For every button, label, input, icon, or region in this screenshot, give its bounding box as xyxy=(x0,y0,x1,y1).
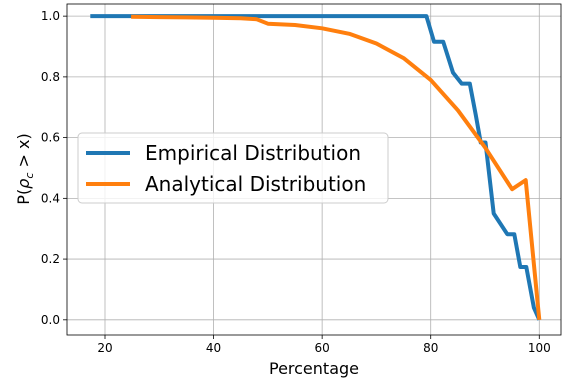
y-tick-label: 0.8 xyxy=(41,70,60,84)
x-tick-label: 40 xyxy=(206,341,221,355)
ticks: 20 40 60 80 100 0.0 0.2 0.4 0.6 0.8 1.0 xyxy=(41,9,551,355)
y-tick-label: 1.0 xyxy=(41,9,60,23)
y-axis-label: P(ρc > x) xyxy=(14,133,36,204)
y-tick-label: 0.0 xyxy=(41,313,60,327)
legend-label-analytical: Analytical Distribution xyxy=(145,172,366,196)
plot-frame xyxy=(66,3,562,336)
x-tick-label: 100 xyxy=(528,341,551,355)
legend-box xyxy=(77,132,389,204)
y-tick-label: 0.2 xyxy=(41,252,60,266)
x-axis-label: Percentage xyxy=(269,359,359,378)
series-layer xyxy=(90,14,542,321)
y-tick-label: 0.6 xyxy=(41,131,60,145)
x-tick-label: 80 xyxy=(423,341,438,355)
y-axis-label-sub: c xyxy=(23,173,36,179)
series-line-analytical xyxy=(131,14,542,320)
legend-label-empirical: Empirical Distribution xyxy=(145,141,361,165)
y-axis-label-rho: ρ xyxy=(14,179,33,189)
y-axis-label-prefix: P( xyxy=(14,189,33,205)
legend: Empirical Distribution Analytical Distri… xyxy=(77,132,389,204)
y-tick-label: 0.4 xyxy=(41,191,60,205)
x-tick-label: 60 xyxy=(315,341,330,355)
x-tick-label: 20 xyxy=(97,341,112,355)
y-axis-label-suffix: > x) xyxy=(14,133,33,172)
